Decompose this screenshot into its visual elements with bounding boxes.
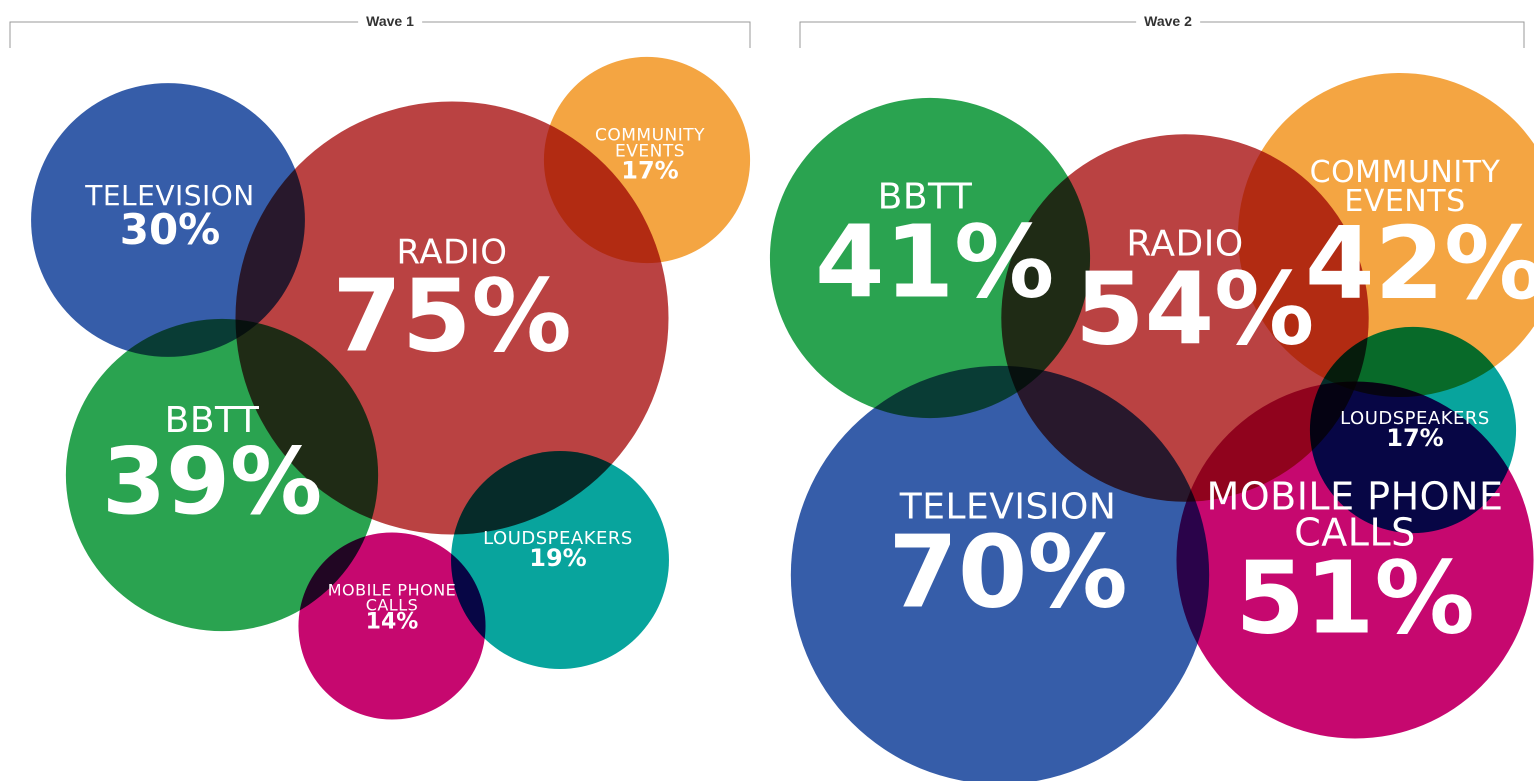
panel-title: Wave 2: [1136, 13, 1200, 29]
category-label: BBTT: [164, 400, 260, 442]
bubble: [1309, 326, 1517, 534]
value-label: 17%: [621, 156, 679, 185]
value-label: 19%: [529, 544, 587, 573]
value-label: 70%: [888, 513, 1128, 631]
value-label: 54%: [1075, 250, 1315, 368]
category-label: COMMUNITY EVENTS: [1309, 155, 1501, 219]
category-label: TELEVISION: [85, 178, 255, 212]
bubble-label: BBTT 39%: [102, 400, 323, 536]
category-label: MOBILE PHONE CALLS: [1206, 474, 1504, 555]
category-label: TELEVISION: [899, 486, 1117, 528]
category-label: LOUDSPEAKERS: [483, 528, 633, 550]
bubble-label: MOBILE PHONE CALLS 51%: [1205, 474, 1505, 657]
bubble-label: LOUDSPEAKERS 17%: [1315, 408, 1515, 453]
panel-title: Wave 1: [358, 13, 422, 29]
bubble-label: COMMUNITY EVENTS 17%: [580, 125, 720, 185]
bubble-label: LOUDSPEAKERS 19%: [458, 528, 658, 573]
bubble: [298, 532, 486, 720]
value-label: 39%: [102, 428, 323, 536]
value-label: 42%: [1305, 205, 1534, 322]
category-label: RADIO: [1126, 223, 1244, 265]
value-label: 14%: [365, 609, 419, 635]
category-label: RADIO: [396, 232, 508, 273]
bubble: [65, 318, 379, 632]
bubble-label: TELEVISION 30%: [40, 178, 300, 254]
value-label: 51%: [1235, 539, 1475, 657]
bubble: [543, 56, 751, 264]
bubble: [31, 83, 305, 357]
bubble: [1238, 73, 1534, 397]
bubble: [790, 365, 1210, 781]
bubble-label: COMMUNITY EVENTS 42%: [1305, 155, 1534, 322]
value-label: 30%: [119, 204, 221, 254]
category-label: MOBILE PHONE CALLS: [327, 580, 457, 615]
value-label: 17%: [1386, 424, 1444, 453]
bubble-label: RADIO 75%: [302, 232, 602, 375]
bubble-label: MOBILE PHONE CALLS 14%: [327, 582, 457, 633]
bubble-label: BBTT 41%: [815, 176, 1055, 321]
value-label: 75%: [332, 257, 572, 375]
bubble: [451, 451, 669, 669]
bubble-label: TELEVISION 70%: [858, 486, 1158, 631]
category-label: COMMUNITY EVENTS: [594, 125, 706, 162]
category-label: BBTT: [877, 176, 973, 218]
category-label: LOUDSPEAKERS: [1340, 408, 1490, 430]
bubble-label: RADIO 54%: [1075, 223, 1315, 368]
value-label: 41%: [815, 203, 1055, 321]
